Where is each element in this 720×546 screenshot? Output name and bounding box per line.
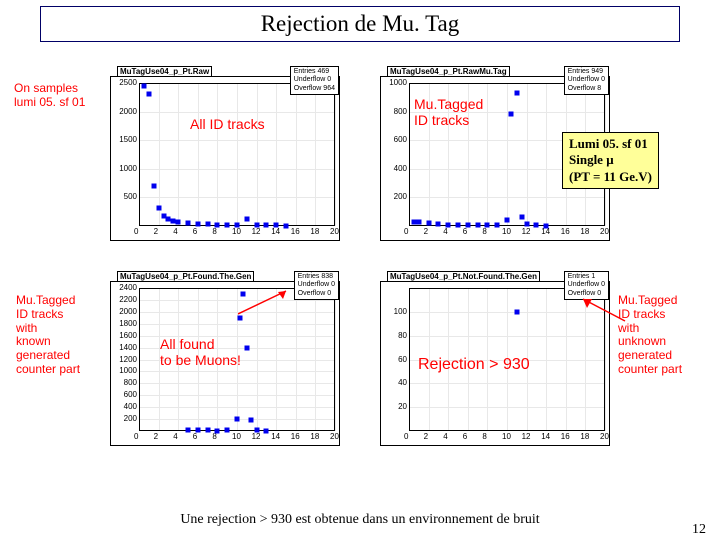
anno-on-samples: On sampleslumi 05. sf 01: [14, 82, 85, 110]
anno-mutagged-id-tracks: Mu.TaggedID tracks: [414, 96, 483, 128]
anno-all-muons: All foundto be Muons!: [160, 336, 241, 368]
plot-br-title: MuTagUse04_p_Pt.Not.Found.The.Gen: [387, 271, 540, 282]
arrow-icon: [238, 289, 298, 319]
chart-area: MuTagUse04_p_Pt.Raw Entries 469Underflow…: [10, 46, 710, 486]
title-banner: Rejection de Mu. Tag: [40, 6, 680, 42]
anno-all-id-tracks: All ID tracks: [190, 116, 265, 132]
plot-tr-stats: Entries 949Underflow 0Overflow 8: [564, 66, 609, 95]
info-line3: (PT = 11 Ge.V): [569, 169, 652, 185]
bottom-caption: Une rejection > 930 est obtenue dans un …: [0, 512, 720, 528]
info-line1: Lumi 05. sf 01: [569, 136, 652, 152]
plot-tr-title: MuTagUse04_p_Pt.RawMu.Tag: [387, 66, 510, 77]
anno-unknown-counterpart: Mu.TaggedID trackswithunknowngeneratedco…: [618, 294, 682, 377]
plot-bl-stats: Entries 838Underflow 0Overflow 0: [294, 271, 339, 300]
anno-known-counterpart: Mu.TaggedID trackswithknowngeneratedcoun…: [16, 294, 80, 377]
page-title: Rejection de Mu. Tag: [261, 11, 460, 36]
info-box: Lumi 05. sf 01 Single μ (PT = 11 Ge.V): [562, 132, 659, 189]
anno-rejection: Rejection > 930: [418, 356, 530, 374]
plot-all-id-tracks: MuTagUse04_p_Pt.Raw Entries 469Underflow…: [110, 76, 340, 241]
plot-bl-title: MuTagUse04_p_Pt.Found.The.Gen: [117, 271, 254, 282]
info-line2: Single μ: [569, 152, 652, 168]
plot-tl-stats: Entries 469Underflow 0Overflow 964: [290, 66, 339, 95]
page-number: 12: [692, 522, 706, 538]
plot-tl-title: MuTagUse04_p_Pt.Raw: [117, 66, 212, 77]
